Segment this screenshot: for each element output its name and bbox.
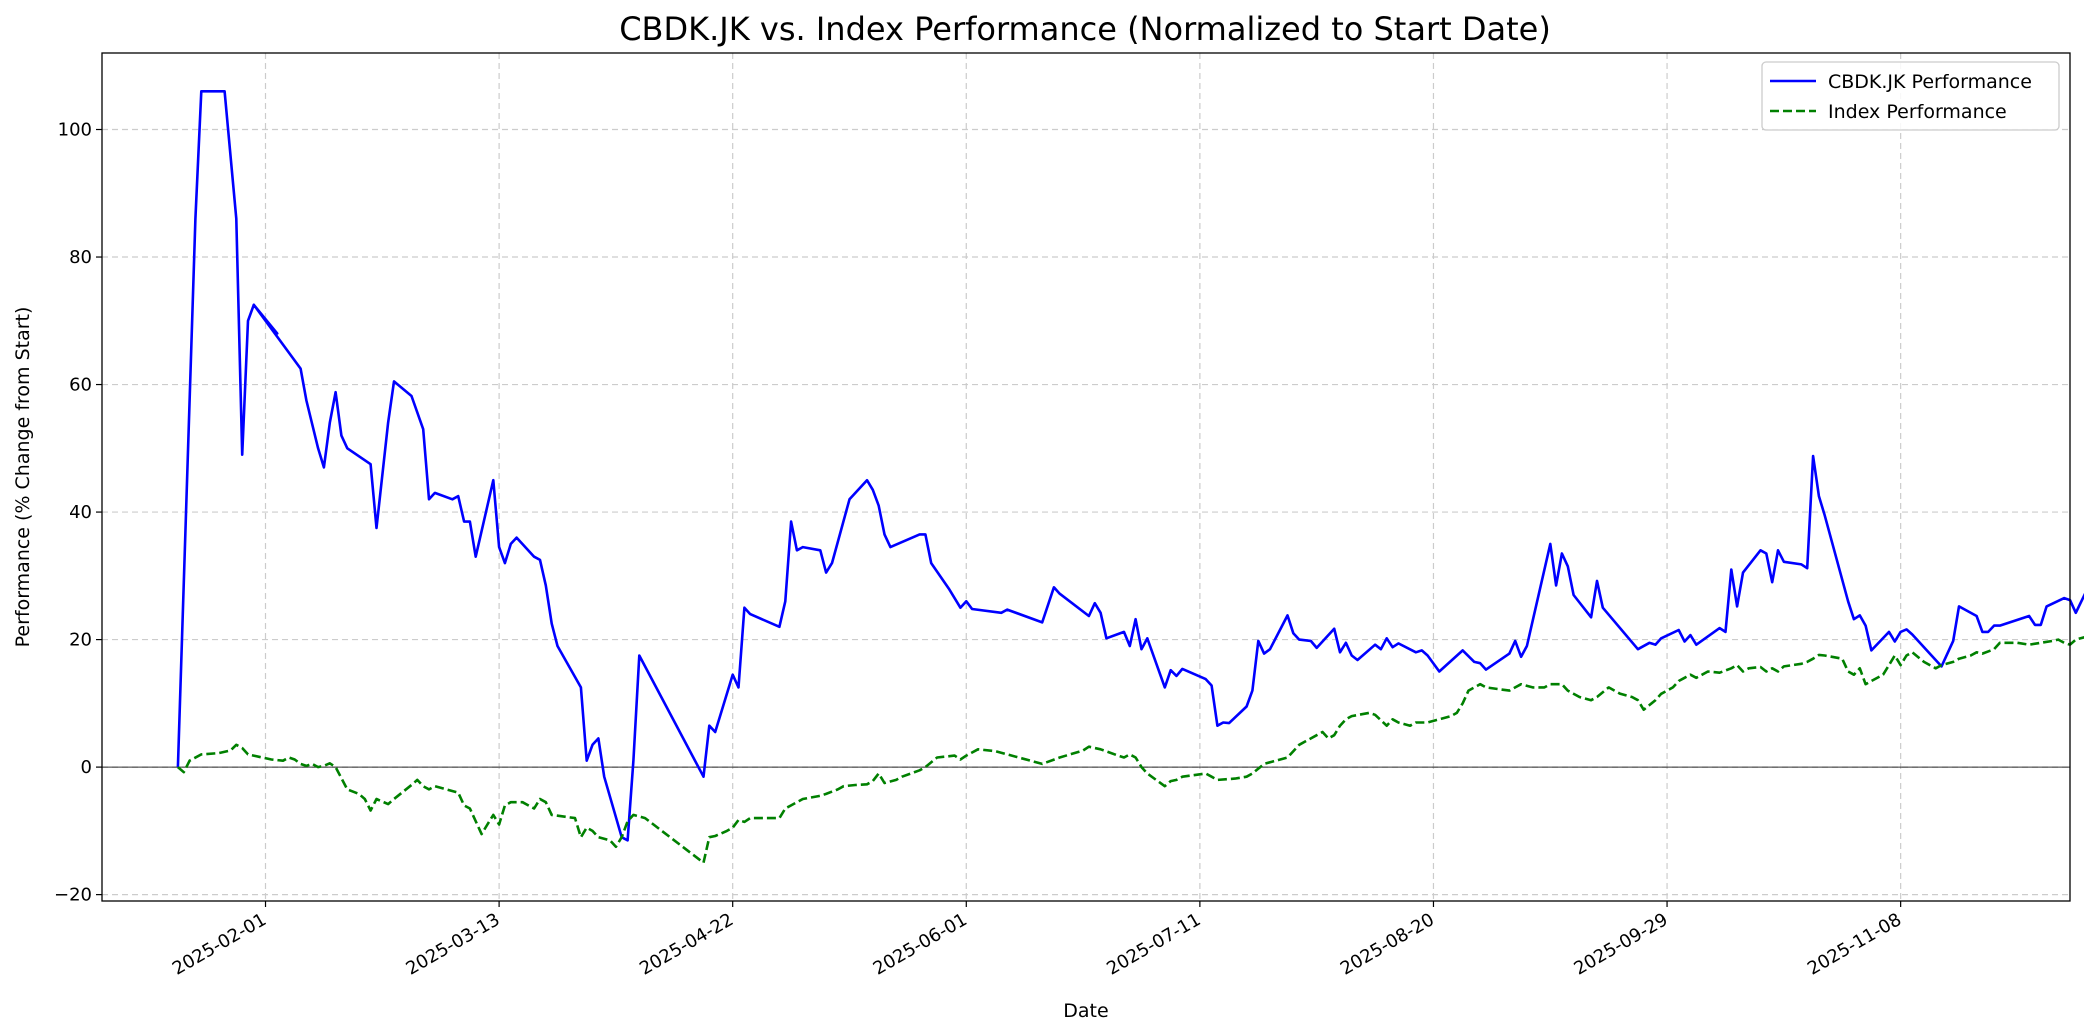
y-tick-label: −20	[54, 885, 92, 906]
legend-label-index: Index Performance	[1828, 101, 2007, 123]
legend-box	[1761, 61, 2060, 131]
legend: CBDK.JK Performance Index Performance	[1761, 61, 2060, 131]
y-tick-label: 20	[69, 630, 92, 651]
series-group	[176, 90, 2084, 865]
stock-performance-line	[176, 90, 2084, 842]
y-tick-label: 100	[58, 120, 92, 141]
legend-label-stock: CBDK.JK Performance	[1828, 71, 2032, 93]
index-performance-line	[177, 636, 2084, 865]
y-tick-label: 0	[81, 757, 92, 778]
y-axis: −20 0 20 40 60 80 100	[54, 120, 102, 906]
x-axis-label: Date	[1063, 1000, 1108, 1022]
chart-title: CBDK.JK vs. Index Performance (Normalize…	[619, 10, 1551, 48]
y-tick-label: 80	[69, 247, 92, 268]
plot-frame	[101, 52, 2071, 902]
y-tick-label: 40	[69, 502, 92, 523]
y-tick-label: 60	[69, 375, 92, 396]
y-axis-label: Performance (% Change from Start)	[12, 307, 34, 648]
